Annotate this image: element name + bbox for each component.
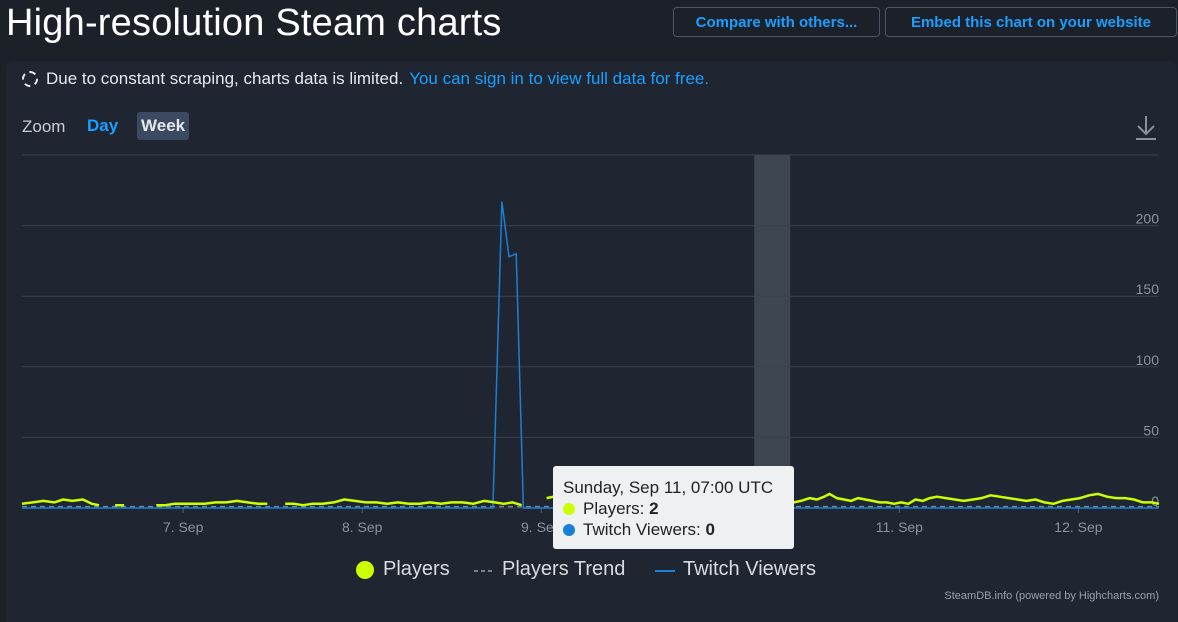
- spinner-icon: [22, 71, 38, 87]
- page-title: High-resolution Steam charts: [6, 2, 502, 44]
- series-twitch-viewers: [22, 201, 1159, 509]
- tooltip-players-value: 2: [649, 499, 659, 518]
- legend-players-trend[interactable]: Players Trend: [474, 558, 625, 581]
- legend-players-label: Players: [383, 558, 450, 580]
- legend-twitch-symbol-icon: [655, 569, 675, 572]
- data-limit-notice: Due to constant scraping, charts data is…: [22, 69, 709, 89]
- hover-highlight-band: [754, 155, 791, 508]
- x-tick-label: 7. Sep: [163, 519, 204, 535]
- legend-players[interactable]: Players: [355, 558, 450, 581]
- tooltip-players-row: Players: 2: [563, 498, 784, 519]
- y-tick-label: 100: [1136, 352, 1160, 368]
- legend-trend-symbol-icon: [474, 569, 494, 572]
- zoom-week-button[interactable]: Week: [137, 112, 190, 140]
- twitch-dot-icon: [563, 523, 575, 536]
- x-tick-label: 11. Sep: [876, 519, 923, 535]
- compare-button[interactable]: Compare with others...: [673, 7, 880, 37]
- tooltip-twitch-label: Twitch Viewers:: [583, 520, 701, 539]
- legend-twitch-label: Twitch Viewers: [683, 558, 817, 580]
- x-tick-label: 9. Sep: [521, 519, 562, 535]
- embed-chart-button[interactable]: Embed this chart on your website: [885, 7, 1177, 37]
- x-tick-label: 8. Sep: [342, 519, 383, 535]
- zoom-label: Zoom: [22, 117, 66, 136]
- series-players: [21, 492, 1160, 507]
- legend-twitch-viewers[interactable]: Twitch Viewers: [655, 558, 816, 581]
- sign-in-link[interactable]: You can sign in to view full data for fr…: [409, 69, 710, 88]
- tooltip-twitch-value: 0: [705, 520, 715, 539]
- chart-tooltip: Sunday, Sep 11, 07:00 UTC Players: 2 Twi…: [553, 466, 794, 549]
- y-tick-label: 200: [1136, 211, 1160, 227]
- download-icon[interactable]: [1133, 114, 1159, 142]
- players-dot-icon: [563, 502, 575, 515]
- y-tick-label: 50: [1143, 422, 1159, 438]
- x-tick-label: 12. Sep: [1054, 519, 1102, 535]
- tooltip-date: Sunday, Sep 11, 07:00 UTC: [563, 478, 774, 497]
- y-tick-label: 0: [1151, 493, 1159, 509]
- notice-text: Due to constant scraping, charts data is…: [46, 69, 404, 88]
- tooltip-players-label: Players:: [583, 499, 645, 518]
- legend-players-symbol-icon: [356, 560, 374, 579]
- chart-credits[interactable]: SteamDB.info (powered by Highcharts.com): [944, 590, 1159, 602]
- legend-trend-label: Players Trend: [502, 558, 626, 580]
- zoom-day-button[interactable]: Day: [87, 116, 119, 135]
- tooltip-twitch-row: Twitch Viewers: 0: [563, 519, 784, 540]
- y-tick-label: 150: [1136, 281, 1160, 297]
